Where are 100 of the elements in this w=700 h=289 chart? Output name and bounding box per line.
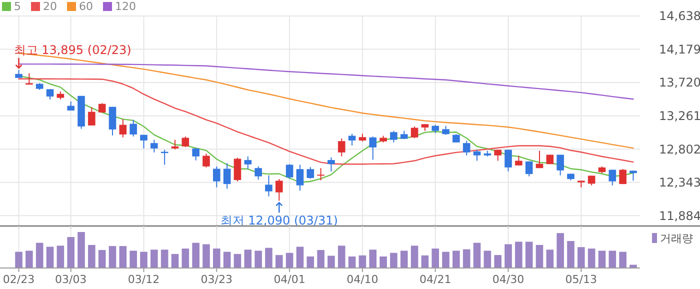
bar [317,250,324,268]
bar [608,250,616,268]
y-tick-label: 13,720 [659,76,700,90]
candlestick [536,150,544,169]
candlestick [317,168,324,181]
candlestick [150,139,158,153]
bar [598,250,606,268]
line-series [18,63,634,100]
annotation: 최저 12,090 (03/31) [220,214,338,228]
bar [358,255,366,268]
candlestick [265,174,272,197]
legend-label: 거래량 [660,232,693,245]
bar [275,255,283,268]
candlestick [98,102,106,113]
bar [536,244,544,268]
x-tick-label: 05/13 [565,273,598,286]
bar [46,246,54,268]
candlestick [556,154,564,176]
candlestick [306,166,314,180]
bar [78,232,85,268]
bar [369,250,377,268]
bar [88,244,96,268]
bar [578,247,585,268]
bar [556,233,564,268]
y-tick-label: 12,343 [659,176,700,190]
x-tick-label: 03/12 [128,273,160,286]
bar [234,254,242,268]
x-tick-label: 04/21 [420,273,452,286]
bar [36,242,44,268]
bar [306,256,314,268]
candlestick [348,133,356,146]
bar [473,242,481,268]
candlestick [369,136,377,160]
x-tick-label: 04/01 [274,273,306,286]
bar [265,248,272,268]
candlestick [390,130,398,143]
bar [286,252,294,268]
bar [421,255,429,268]
candlestick [171,139,179,150]
bar [150,250,158,268]
bar [504,244,512,268]
y-tick-label: 13,261 [659,109,700,124]
bar [15,252,22,268]
x-tick-label: 04/10 [346,273,378,286]
bar [619,252,626,268]
bar [390,252,398,268]
bar [182,248,190,268]
x-tick-label: 03/03 [54,273,87,286]
candlestick [296,164,304,192]
candlestick [108,106,116,136]
bar [410,246,418,268]
bar [567,241,574,268]
candlestick [504,149,512,172]
legend-label: 5 [14,0,21,13]
legend-label: 60 [79,0,93,13]
bar [348,256,356,268]
x-tick-label: 03/23 [200,273,232,286]
bar [171,254,179,268]
candlestick [213,166,220,188]
candlestick [630,170,637,182]
bar [67,237,74,268]
bar [130,250,137,268]
candlestick [202,153,210,168]
bar [484,250,492,268]
candlestick [619,168,626,185]
bar [328,256,335,268]
candlestick [223,162,231,190]
x-tick-label: 04/30 [492,273,524,286]
candlestick [608,169,616,186]
bar [432,248,439,268]
candlestick [286,164,294,180]
bar [223,252,231,268]
bar [140,252,148,268]
bar [546,250,554,268]
bar [296,246,304,268]
candlestick [254,166,262,180]
candlestick [130,119,137,137]
candlestick [244,156,252,170]
x-tick-label: 02/23 [2,273,35,286]
candlestick [515,155,522,166]
bar [338,246,346,268]
bar [213,248,220,268]
y-tick-label: 11,884 [659,208,700,223]
candlestick [462,140,470,156]
candlestick [140,134,148,149]
bar [525,242,533,268]
candlestick [119,118,127,138]
annotation: 최고 13,895 (02/23) [14,42,132,57]
bar [26,250,33,268]
candlestick [46,88,54,100]
bar [56,246,64,268]
bar [380,256,387,268]
candlestick [410,126,418,139]
candlestick [234,157,242,182]
y-tick-label: 14,638 [659,9,700,24]
bar [442,252,450,268]
y-tick-label: 12,802 [659,142,700,156]
bar [452,250,460,268]
candlestick [525,160,533,177]
bar [98,250,106,268]
